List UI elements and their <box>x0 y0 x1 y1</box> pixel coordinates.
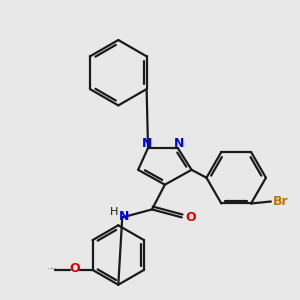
Text: Br: Br <box>273 195 289 208</box>
Text: H: H <box>110 207 118 218</box>
Text: N: N <box>173 136 184 150</box>
Text: N: N <box>119 210 129 223</box>
Text: methoxy: methoxy <box>51 268 57 269</box>
Text: O: O <box>185 211 196 224</box>
Text: O: O <box>48 268 50 269</box>
Text: N: N <box>142 136 152 150</box>
Text: O: O <box>69 262 80 275</box>
Text: methoxy: methoxy <box>54 268 60 269</box>
